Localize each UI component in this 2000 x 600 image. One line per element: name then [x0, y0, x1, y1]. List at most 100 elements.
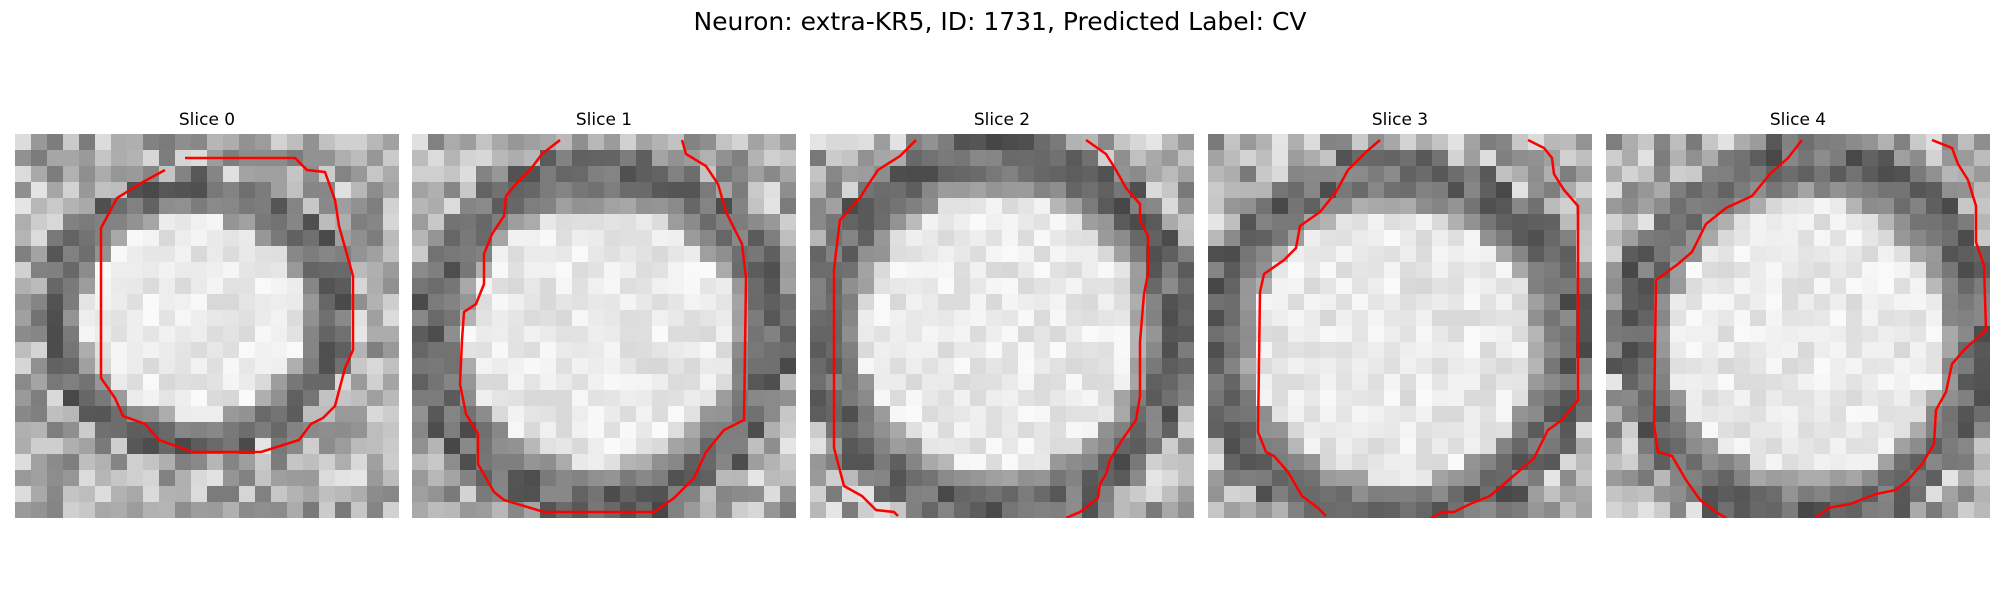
image-pixel: [716, 326, 733, 343]
image-pixel: [1224, 422, 1241, 439]
image-pixel: [1576, 422, 1592, 439]
image-pixel: [700, 486, 717, 503]
image-pixel: [1400, 230, 1417, 247]
image-pixel: [15, 470, 32, 487]
image-pixel: [716, 342, 733, 359]
image-pixel: [47, 374, 64, 391]
image-pixel: [335, 422, 352, 439]
image-pixel: [540, 198, 557, 215]
image-pixel: [47, 230, 64, 247]
image-pixel: [874, 326, 891, 343]
image-pixel: [1622, 438, 1639, 455]
image-pixel: [922, 310, 939, 327]
image-pixel: [1862, 390, 1879, 407]
image-pixel: [159, 326, 176, 343]
image-pixel: [271, 454, 288, 471]
image-pixel: [79, 294, 96, 311]
image-pixel: [1496, 358, 1513, 375]
image-pixel: [700, 470, 717, 487]
image-pixel: [1368, 294, 1385, 311]
image-pixel: [412, 358, 429, 375]
image-pixel: [1846, 390, 1863, 407]
image-pixel: [780, 230, 796, 247]
image-pixel: [1782, 374, 1799, 391]
image-pixel: [303, 342, 320, 359]
image-pixel: [1512, 358, 1529, 375]
image-pixel: [1798, 166, 1815, 183]
image-pixel: [922, 374, 939, 391]
image-pixel: [1894, 358, 1911, 375]
image-pixel: [842, 278, 859, 295]
image-pixel: [954, 374, 971, 391]
image-pixel: [508, 166, 525, 183]
image-pixel: [1798, 230, 1815, 247]
image-pixel: [1974, 470, 1990, 487]
image-pixel: [1224, 214, 1241, 231]
image-pixel: [1830, 166, 1847, 183]
image-pixel: [255, 134, 272, 151]
image-pixel: [1178, 134, 1194, 151]
image-pixel: [652, 246, 669, 263]
image-pixel: [1528, 294, 1545, 311]
image-pixel: [1480, 214, 1497, 231]
image-pixel: [890, 342, 907, 359]
image-pixel: [1862, 182, 1879, 199]
image-pixel: [1974, 198, 1990, 215]
image-pixel: [1480, 470, 1497, 487]
image-pixel: [319, 486, 336, 503]
image-pixel: [1352, 502, 1369, 518]
image-pixel: [572, 390, 589, 407]
image-pixel: [460, 214, 477, 231]
image-pixel: [1178, 230, 1194, 247]
image-pixel: [732, 150, 749, 167]
image-pixel: [652, 150, 669, 167]
image-pixel: [1654, 134, 1671, 151]
image-pixel: [1050, 214, 1067, 231]
image-pixel: [1528, 486, 1545, 503]
image-pixel: [1622, 342, 1639, 359]
image-pixel: [127, 230, 144, 247]
image-pixel: [412, 454, 429, 471]
image-pixel: [1336, 198, 1353, 215]
image-pixel: [636, 374, 653, 391]
image-pixel: [63, 502, 80, 518]
image-pixel: [351, 486, 368, 503]
image-pixel: [556, 486, 573, 503]
image-pixel: [1718, 246, 1735, 263]
image-pixel: [1162, 262, 1179, 279]
image-pixel: [1240, 182, 1257, 199]
image-pixel: [1862, 246, 1879, 263]
image-pixel: [748, 278, 765, 295]
image-pixel: [986, 502, 1003, 518]
image-pixel: [143, 214, 160, 231]
image-pixel: [444, 358, 461, 375]
image-pixel: [1146, 470, 1163, 487]
image-pixel: [1766, 182, 1783, 199]
image-pixel: [748, 390, 765, 407]
image-pixel: [159, 406, 176, 423]
image-pixel: [1448, 182, 1465, 199]
image-pixel: [1178, 294, 1194, 311]
image-pixel: [1846, 150, 1863, 167]
image-pixel: [1432, 438, 1449, 455]
image-pixel: [1576, 262, 1592, 279]
image-pixel: [874, 342, 891, 359]
image-pixel: [588, 294, 605, 311]
image-pixel: [1894, 246, 1911, 263]
image-pixel: [1288, 182, 1305, 199]
image-pixel: [1958, 326, 1975, 343]
image-pixel: [922, 262, 939, 279]
image-pixel: [1750, 262, 1767, 279]
image-pixel: [111, 390, 128, 407]
image-pixel: [1766, 230, 1783, 247]
image-pixel: [588, 246, 605, 263]
image-pixel: [1272, 150, 1289, 167]
image-pixel: [1178, 278, 1194, 295]
image-pixel: [1130, 230, 1147, 247]
image-pixel: [15, 422, 32, 439]
image-pixel: [1368, 502, 1385, 518]
image-pixel: [1320, 374, 1337, 391]
image-pixel: [826, 134, 843, 151]
image-pixel: [79, 438, 96, 455]
image-pixel: [858, 214, 875, 231]
